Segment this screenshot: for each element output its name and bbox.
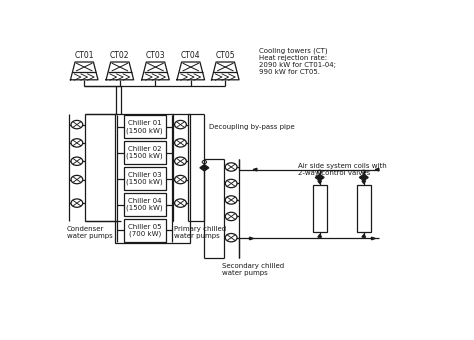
Bar — [115, 114, 190, 243]
Text: Chiller 01
(1500 kW): Chiller 01 (1500 kW) — [127, 120, 163, 134]
Polygon shape — [249, 237, 253, 240]
Text: Secondary chilled
water pumps: Secondary chilled water pumps — [222, 263, 284, 276]
Circle shape — [174, 157, 186, 166]
Text: CT02: CT02 — [110, 51, 129, 60]
Bar — [357, 185, 371, 232]
Text: CT05: CT05 — [216, 51, 235, 60]
Text: Chiller 03
(1500 kW): Chiller 03 (1500 kW) — [127, 172, 163, 185]
Circle shape — [174, 175, 186, 184]
Text: Chiller 02
(1500 kW): Chiller 02 (1500 kW) — [127, 146, 163, 159]
Circle shape — [71, 157, 83, 166]
Circle shape — [225, 163, 237, 171]
Polygon shape — [318, 235, 321, 237]
Bar — [124, 115, 166, 138]
Text: Condenser
water pumps: Condenser water pumps — [67, 226, 113, 239]
Circle shape — [225, 234, 237, 242]
Polygon shape — [359, 174, 368, 181]
Circle shape — [174, 120, 186, 129]
Polygon shape — [200, 165, 209, 171]
Bar — [124, 193, 166, 216]
Text: Decoupling by-pass pipe: Decoupling by-pass pipe — [209, 124, 294, 130]
Bar — [124, 141, 166, 164]
Polygon shape — [253, 168, 257, 171]
Polygon shape — [375, 168, 379, 171]
Text: Chiller 05
(700 kW): Chiller 05 (700 kW) — [128, 224, 162, 237]
Text: Primary chilled
water pumps: Primary chilled water pumps — [174, 226, 226, 239]
Circle shape — [71, 139, 83, 147]
Bar — [124, 219, 166, 242]
Circle shape — [71, 120, 83, 129]
Text: Chiller 04
(1500 kW): Chiller 04 (1500 kW) — [127, 198, 163, 211]
Circle shape — [225, 212, 237, 221]
Text: CT03: CT03 — [146, 51, 165, 60]
Circle shape — [71, 199, 83, 207]
Circle shape — [225, 196, 237, 204]
Bar — [313, 185, 327, 232]
Polygon shape — [362, 235, 365, 237]
Circle shape — [174, 199, 186, 207]
Circle shape — [174, 139, 186, 147]
Bar — [124, 167, 166, 190]
Text: Air side system coils with
2-way control valves: Air side system coils with 2-way control… — [298, 163, 387, 175]
Circle shape — [71, 175, 83, 184]
Polygon shape — [318, 181, 321, 184]
Polygon shape — [362, 181, 365, 184]
Text: CT01: CT01 — [74, 51, 94, 60]
Polygon shape — [315, 174, 324, 181]
Circle shape — [225, 179, 237, 188]
Text: Cooling towers (CT)
Heat rejection rate:
2090 kW for CT01-04;
990 kW for CT05.: Cooling towers (CT) Heat rejection rate:… — [259, 47, 337, 75]
Polygon shape — [372, 237, 375, 240]
Text: CT04: CT04 — [181, 51, 201, 60]
